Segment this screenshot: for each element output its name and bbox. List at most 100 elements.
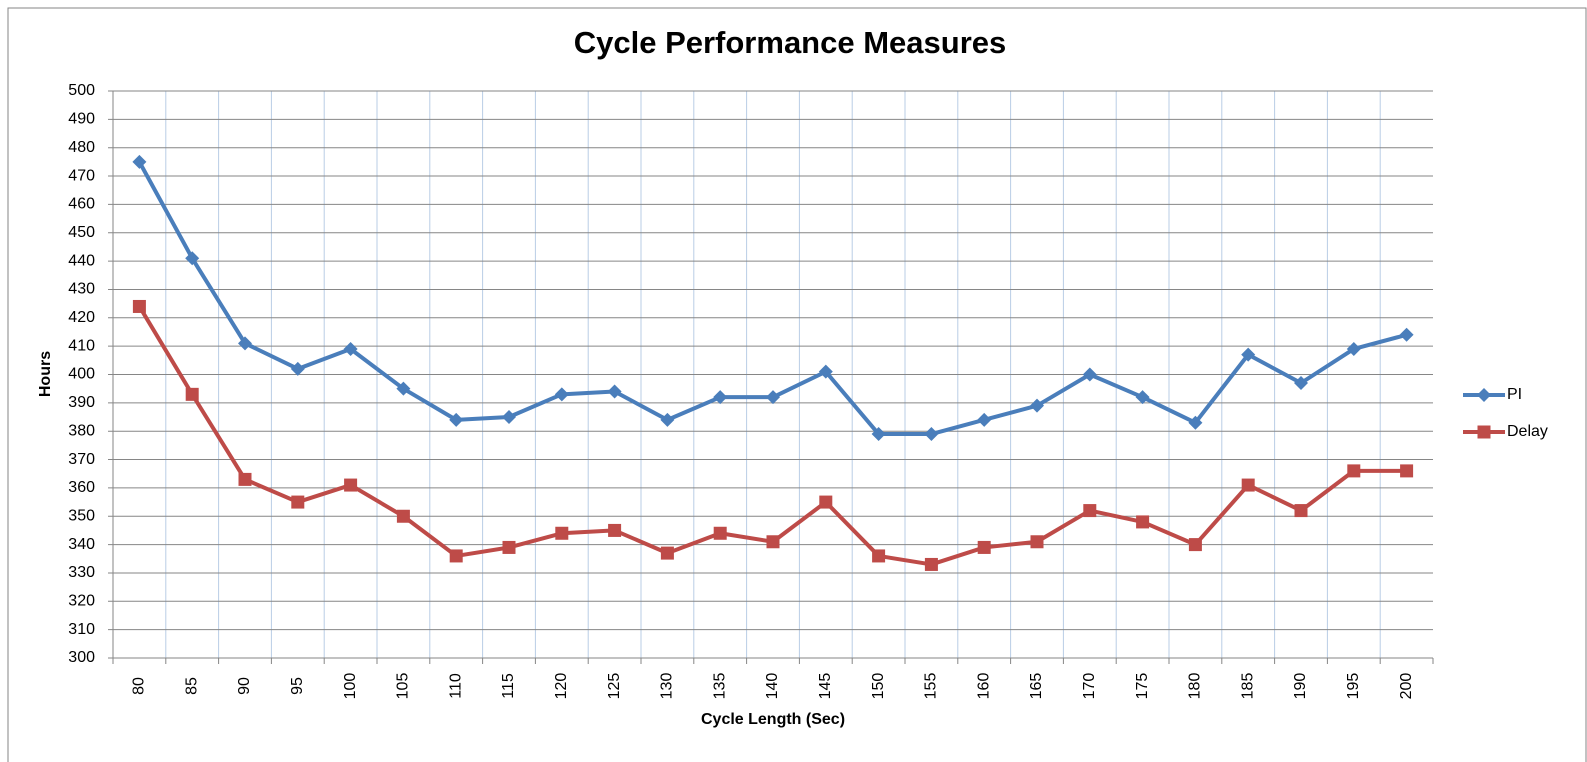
y-tick-label: 350 <box>68 507 95 524</box>
x-tick-label: 105 <box>395 673 412 700</box>
marker <box>1477 388 1491 402</box>
marker <box>713 390 728 405</box>
marker <box>1347 464 1361 478</box>
x-tick-label: 120 <box>553 673 570 700</box>
marker <box>396 509 410 523</box>
marker <box>291 495 305 509</box>
x-tick-label: 165 <box>1028 673 1045 700</box>
marker <box>924 557 938 571</box>
marker <box>1082 367 1097 382</box>
y-tick-label: 430 <box>68 281 95 298</box>
x-tick-label: 90 <box>236 677 253 695</box>
marker <box>396 381 411 396</box>
y-axis-label: Hours <box>37 351 54 397</box>
marker <box>1346 341 1361 356</box>
marker <box>1030 535 1044 549</box>
marker <box>608 523 622 537</box>
marker <box>1030 398 1044 413</box>
x-tick-label: 130 <box>659 673 676 700</box>
marker <box>344 478 358 492</box>
marker <box>1294 504 1308 518</box>
x-tick-label: 185 <box>1239 673 1256 700</box>
marker <box>555 526 569 540</box>
x-tick-label: 170 <box>1081 673 1098 700</box>
y-tick-label: 380 <box>68 422 95 439</box>
x-tick-label: 150 <box>870 673 887 700</box>
y-tick-label: 300 <box>68 649 95 666</box>
marker <box>343 341 358 356</box>
marker <box>554 387 569 402</box>
marker <box>977 540 991 554</box>
marker <box>871 427 886 442</box>
x-tick-label: 100 <box>342 673 359 700</box>
marker <box>502 540 516 554</box>
y-tick-label: 440 <box>68 252 95 269</box>
x-tick-label: 200 <box>1398 673 1415 700</box>
x-tick-label: 180 <box>1187 673 1204 700</box>
y-tick-label: 410 <box>68 337 95 354</box>
marker <box>660 546 674 560</box>
marker <box>1477 425 1491 439</box>
y-tick-label: 390 <box>68 394 95 411</box>
x-tick-label: 85 <box>183 677 200 695</box>
marker <box>1083 504 1097 518</box>
y-tick-label: 460 <box>68 196 95 213</box>
x-tick-label: 80 <box>131 677 148 695</box>
marker <box>449 412 464 427</box>
marker <box>449 549 463 563</box>
marker <box>1241 478 1255 492</box>
y-tick-label: 340 <box>68 536 95 553</box>
y-tick-label: 470 <box>68 167 95 184</box>
marker <box>819 495 833 509</box>
x-tick-label: 190 <box>1292 673 1309 700</box>
marker <box>713 526 727 540</box>
marker <box>185 251 200 266</box>
y-tick-label: 420 <box>68 309 95 326</box>
marker <box>977 412 992 427</box>
x-tick-label: 115 <box>500 673 517 699</box>
y-tick-label: 500 <box>68 82 95 99</box>
x-axis-label: Cycle Length (Sec) <box>701 711 845 728</box>
x-tick-label: 140 <box>764 673 781 700</box>
marker <box>766 390 780 405</box>
x-tick-label: 175 <box>1134 673 1151 700</box>
marker <box>1136 515 1150 529</box>
chart-title: Cycle Performance Measures <box>574 25 1007 60</box>
y-tick-label: 310 <box>68 621 95 638</box>
legend-label: PI <box>1507 386 1522 403</box>
y-tick-label: 480 <box>68 139 95 156</box>
marker <box>238 336 252 351</box>
legend-label: Delay <box>1507 423 1548 440</box>
y-tick-label: 320 <box>68 593 95 610</box>
marker <box>1241 347 1256 362</box>
x-tick-label: 110 <box>447 673 464 699</box>
marker <box>185 387 199 401</box>
y-tick-label: 330 <box>68 564 95 581</box>
marker <box>766 535 780 549</box>
marker <box>924 427 939 442</box>
x-tick-label: 160 <box>975 673 992 700</box>
x-tick-label: 145 <box>817 673 834 700</box>
y-tick-label: 360 <box>68 479 95 496</box>
y-tick-label: 450 <box>68 224 95 241</box>
x-tick-label: 135 <box>711 673 728 700</box>
marker <box>1400 464 1414 478</box>
marker <box>238 472 252 486</box>
marker <box>818 364 833 379</box>
x-tick-label: 155 <box>923 673 940 700</box>
marker <box>660 412 675 427</box>
y-tick-label: 370 <box>68 451 95 468</box>
marker <box>132 299 146 313</box>
x-tick-label: 95 <box>289 677 306 695</box>
marker <box>1188 538 1202 552</box>
x-tick-label: 195 <box>1345 673 1362 700</box>
x-tick-label: 125 <box>606 673 623 700</box>
marker <box>1399 327 1414 342</box>
marker <box>502 410 516 425</box>
y-tick-label: 400 <box>68 366 95 383</box>
marker <box>1135 390 1150 405</box>
marker <box>872 549 886 563</box>
marker <box>132 154 147 169</box>
marker <box>1188 415 1203 430</box>
